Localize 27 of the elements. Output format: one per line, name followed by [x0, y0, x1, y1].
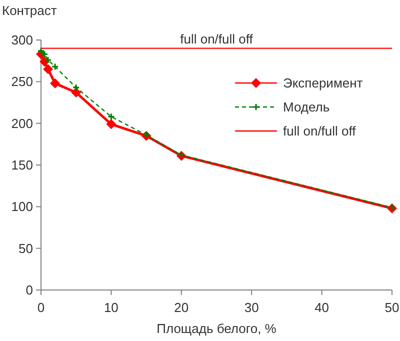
point [37, 47, 45, 55]
y-tick-label: 150 [11, 158, 33, 173]
annotation: full on/full off [180, 31, 254, 46]
legend-label: Эксперимент [283, 76, 363, 91]
x-tick-label: 20 [174, 300, 189, 315]
legend-label: full on/full off [283, 124, 356, 139]
x-tick-label: 0 [37, 300, 45, 315]
y-axis-title: Контраст [2, 3, 57, 18]
x-tick-label: 40 [314, 300, 330, 315]
x-tick-label: 10 [104, 300, 118, 315]
y-tick-label: 50 [18, 240, 33, 256]
y-tick-label: 300 [11, 32, 33, 48]
point [71, 88, 82, 98]
legend-label: Модель [283, 100, 330, 115]
y-tick-label: 100 [11, 199, 33, 214]
y-tick-label: 250 [11, 74, 33, 90]
point [43, 64, 54, 74]
x-axis-title: Площадь белого, % [156, 321, 277, 336]
point [107, 112, 115, 120]
x-tick-label: 50 [384, 300, 400, 315]
point [72, 84, 80, 92]
x-tick-label: 30 [244, 300, 259, 315]
y-tick-label: 0 [26, 282, 33, 298]
point [51, 62, 59, 70]
point [106, 119, 116, 130]
point [50, 78, 60, 88]
y-tick-label: 200 [11, 116, 33, 131]
